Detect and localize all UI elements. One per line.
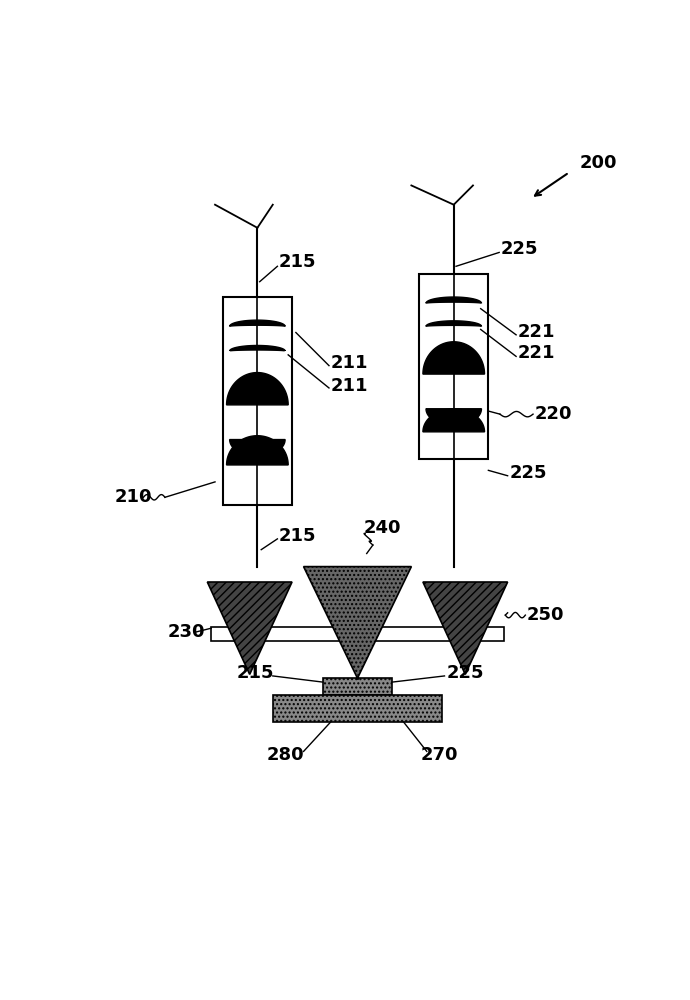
Text: 215: 215	[237, 664, 274, 682]
Text: 270: 270	[420, 746, 458, 764]
Text: 225: 225	[509, 464, 546, 482]
Text: 210: 210	[115, 488, 152, 506]
Polygon shape	[423, 342, 484, 374]
Bar	[211, 627, 504, 641]
Text: 220: 220	[535, 405, 572, 423]
Polygon shape	[226, 373, 288, 405]
Text: 225: 225	[501, 240, 538, 258]
Text: 240: 240	[364, 519, 401, 537]
Text: 221: 221	[518, 323, 555, 341]
Polygon shape	[230, 345, 285, 351]
Bar	[223, 297, 292, 505]
Bar	[323, 678, 392, 695]
Text: 280: 280	[266, 746, 304, 764]
Polygon shape	[226, 436, 288, 465]
Polygon shape	[426, 297, 482, 303]
Polygon shape	[230, 320, 285, 326]
Polygon shape	[207, 582, 292, 674]
Polygon shape	[426, 409, 482, 426]
Text: 200: 200	[579, 154, 617, 172]
Polygon shape	[230, 440, 285, 456]
Text: 211: 211	[331, 377, 368, 395]
Bar	[419, 274, 489, 459]
Text: 230: 230	[167, 623, 205, 641]
Text: 215: 215	[279, 527, 317, 545]
Polygon shape	[423, 582, 508, 674]
Text: 215: 215	[279, 253, 317, 271]
Polygon shape	[426, 321, 482, 326]
Polygon shape	[304, 567, 411, 678]
Polygon shape	[423, 409, 484, 432]
Text: 211: 211	[331, 354, 368, 372]
Text: 250: 250	[527, 606, 564, 624]
Text: 225: 225	[447, 664, 484, 682]
Bar	[273, 695, 442, 722]
Text: 221: 221	[518, 344, 555, 362]
